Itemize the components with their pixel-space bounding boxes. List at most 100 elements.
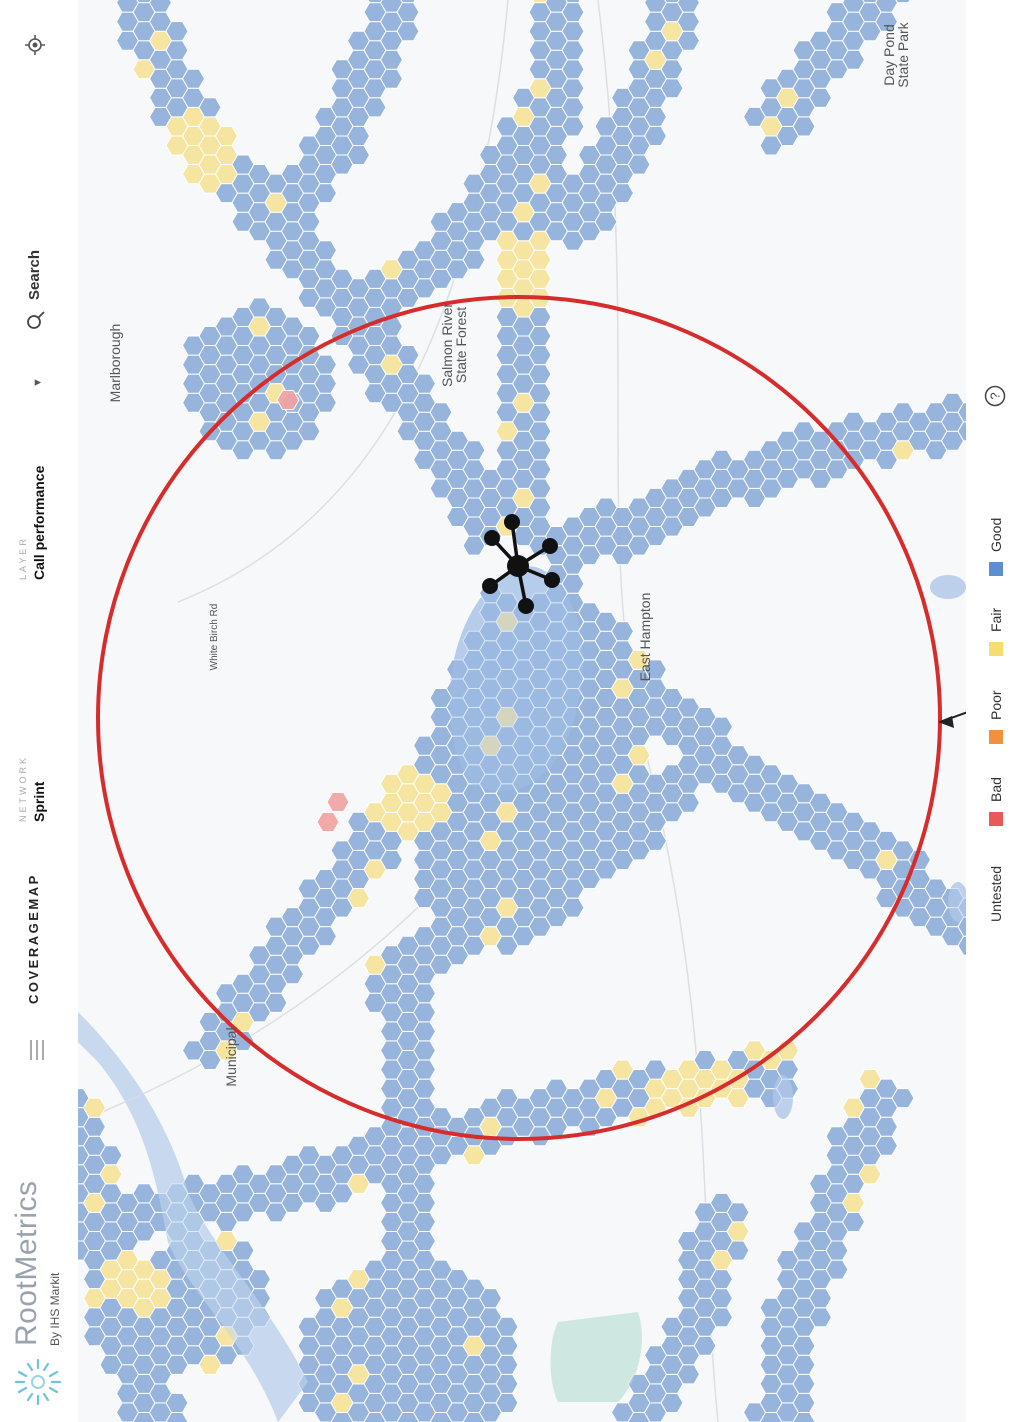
legend-item-poor: Poor xyxy=(988,690,1004,744)
coverage-hex xyxy=(660,78,684,99)
map-canvas[interactable] xyxy=(78,0,966,1422)
coverage-hex xyxy=(841,1192,866,1213)
help-icon[interactable]: ? xyxy=(984,385,1006,407)
coverage-hex xyxy=(412,1021,437,1042)
coverage-hex xyxy=(561,97,585,118)
coverage-hex xyxy=(379,68,404,89)
coverage-hex xyxy=(808,87,833,108)
coverage-hex xyxy=(693,1335,717,1356)
coverage-hex xyxy=(561,573,585,594)
map-label-municipal: Municipal xyxy=(223,1027,239,1087)
map-label-east-hampton: East Hampton xyxy=(637,592,653,682)
locate-icon[interactable] xyxy=(24,34,46,56)
layer-label: LAYER xyxy=(18,536,28,580)
coverage-hex xyxy=(412,1211,437,1232)
coverage-hex xyxy=(495,1316,519,1337)
coverage-hex xyxy=(198,97,222,118)
legend-label-untested: Untested xyxy=(988,865,1004,922)
coverage-hex xyxy=(148,0,173,13)
coverage-hex xyxy=(495,1392,519,1413)
chevron-down-icon[interactable]: ▼ xyxy=(32,377,44,388)
coverage-hex xyxy=(825,1259,849,1280)
legend-swatch-poor xyxy=(989,730,1003,744)
rootmetrics-logo[interactable]: RootMetrics By IHS Markit xyxy=(8,1180,72,1410)
coverage-hex xyxy=(841,49,866,70)
map-label-marlborough: Marlborough xyxy=(107,323,123,403)
coverage-hex xyxy=(528,345,552,366)
layer-selector[interactable]: LAYER Call performance xyxy=(18,466,47,580)
coverage-hex xyxy=(165,40,189,61)
legend-item-good: Good xyxy=(988,518,1004,576)
menu-icon[interactable] xyxy=(30,1040,46,1060)
coverage-hex xyxy=(231,1240,255,1261)
coverage-hex xyxy=(726,1202,750,1223)
coverage-hex xyxy=(610,183,635,204)
coverage-map[interactable]: Salmon River State Forest Day Pond State… xyxy=(78,0,966,1422)
coverage-hex xyxy=(792,116,816,137)
coverage-hex xyxy=(379,49,404,70)
coverage-hex xyxy=(346,888,371,909)
coverage-radius-circle xyxy=(96,295,942,1141)
coverage-hex xyxy=(643,830,668,851)
coverage-hex xyxy=(379,849,404,870)
coverage-hex xyxy=(676,11,701,32)
coverage-hex xyxy=(528,478,552,499)
coverage-hex xyxy=(462,249,486,270)
coverage-hex xyxy=(82,1116,107,1137)
legend-swatch-fair xyxy=(989,642,1003,656)
coverage-hex xyxy=(264,992,288,1013)
coverage-hex xyxy=(313,926,338,947)
coverage-hex xyxy=(165,1392,189,1413)
map-label-state-forest: Salmon River State Forest xyxy=(439,302,469,388)
coverage-hex xyxy=(660,59,684,80)
coverage-hex xyxy=(561,897,585,918)
layer-value: Call performance xyxy=(31,465,47,580)
logo-subtitle: By IHS Markit xyxy=(48,1272,62,1346)
coverage-hex xyxy=(792,1335,816,1356)
network-selector[interactable]: NETWORK Sprint xyxy=(18,755,47,822)
coverage-hex xyxy=(660,1392,684,1413)
coverage-hex xyxy=(495,1354,519,1375)
logo-burst-icon xyxy=(14,1358,62,1406)
coverage-hex xyxy=(957,916,966,937)
legend-label-bad: Bad xyxy=(988,777,1004,802)
coverage-hex xyxy=(726,1240,750,1261)
coverage-hexagons xyxy=(78,0,966,1422)
coverage-hex xyxy=(957,402,966,423)
coverage-hex xyxy=(247,1269,272,1290)
coverage-hex xyxy=(891,1088,915,1109)
search-label: Search xyxy=(26,249,43,300)
coverage-hex xyxy=(709,716,734,737)
top-bar: RootMetrics By IHS Markit COVERAGEMAP NE… xyxy=(0,0,78,1422)
coverage-hex xyxy=(412,1059,437,1080)
coverage-hex xyxy=(297,326,321,346)
map-label-white-birch-rd: White Birch Rd xyxy=(209,603,220,671)
legend-bar: Untested Bad Poor Fair Good ? xyxy=(966,0,1031,1422)
coverage-hex xyxy=(874,0,899,13)
legend-label-poor: Poor xyxy=(988,690,1004,720)
legend-item-bad: Bad xyxy=(988,777,1004,826)
coverage-hex xyxy=(891,0,915,4)
coverage-hex xyxy=(214,125,239,146)
coverage-hex xyxy=(528,421,552,442)
annotation-arrow xyxy=(938,661,966,728)
coverage-hex xyxy=(276,390,300,410)
coverage-hex xyxy=(412,983,437,1004)
coverage-hex xyxy=(676,0,701,13)
coverage-hex xyxy=(528,306,552,327)
coverage-hex xyxy=(792,1354,816,1375)
coverage-hex xyxy=(99,1145,123,1166)
coverage-hex xyxy=(643,659,668,680)
coverage-hex xyxy=(412,1002,437,1023)
coverage-hex xyxy=(792,1392,816,1413)
coverage-hex xyxy=(495,1335,519,1356)
legend-swatch-good xyxy=(989,562,1003,576)
coverage-hex xyxy=(280,964,305,985)
coverage-hex xyxy=(528,326,552,346)
coverage-hex xyxy=(165,21,189,42)
search-icon xyxy=(27,311,45,329)
drone-marker-icon[interactable] xyxy=(482,514,560,614)
water-layer xyxy=(78,566,966,1422)
coverage-hex xyxy=(825,1240,849,1261)
